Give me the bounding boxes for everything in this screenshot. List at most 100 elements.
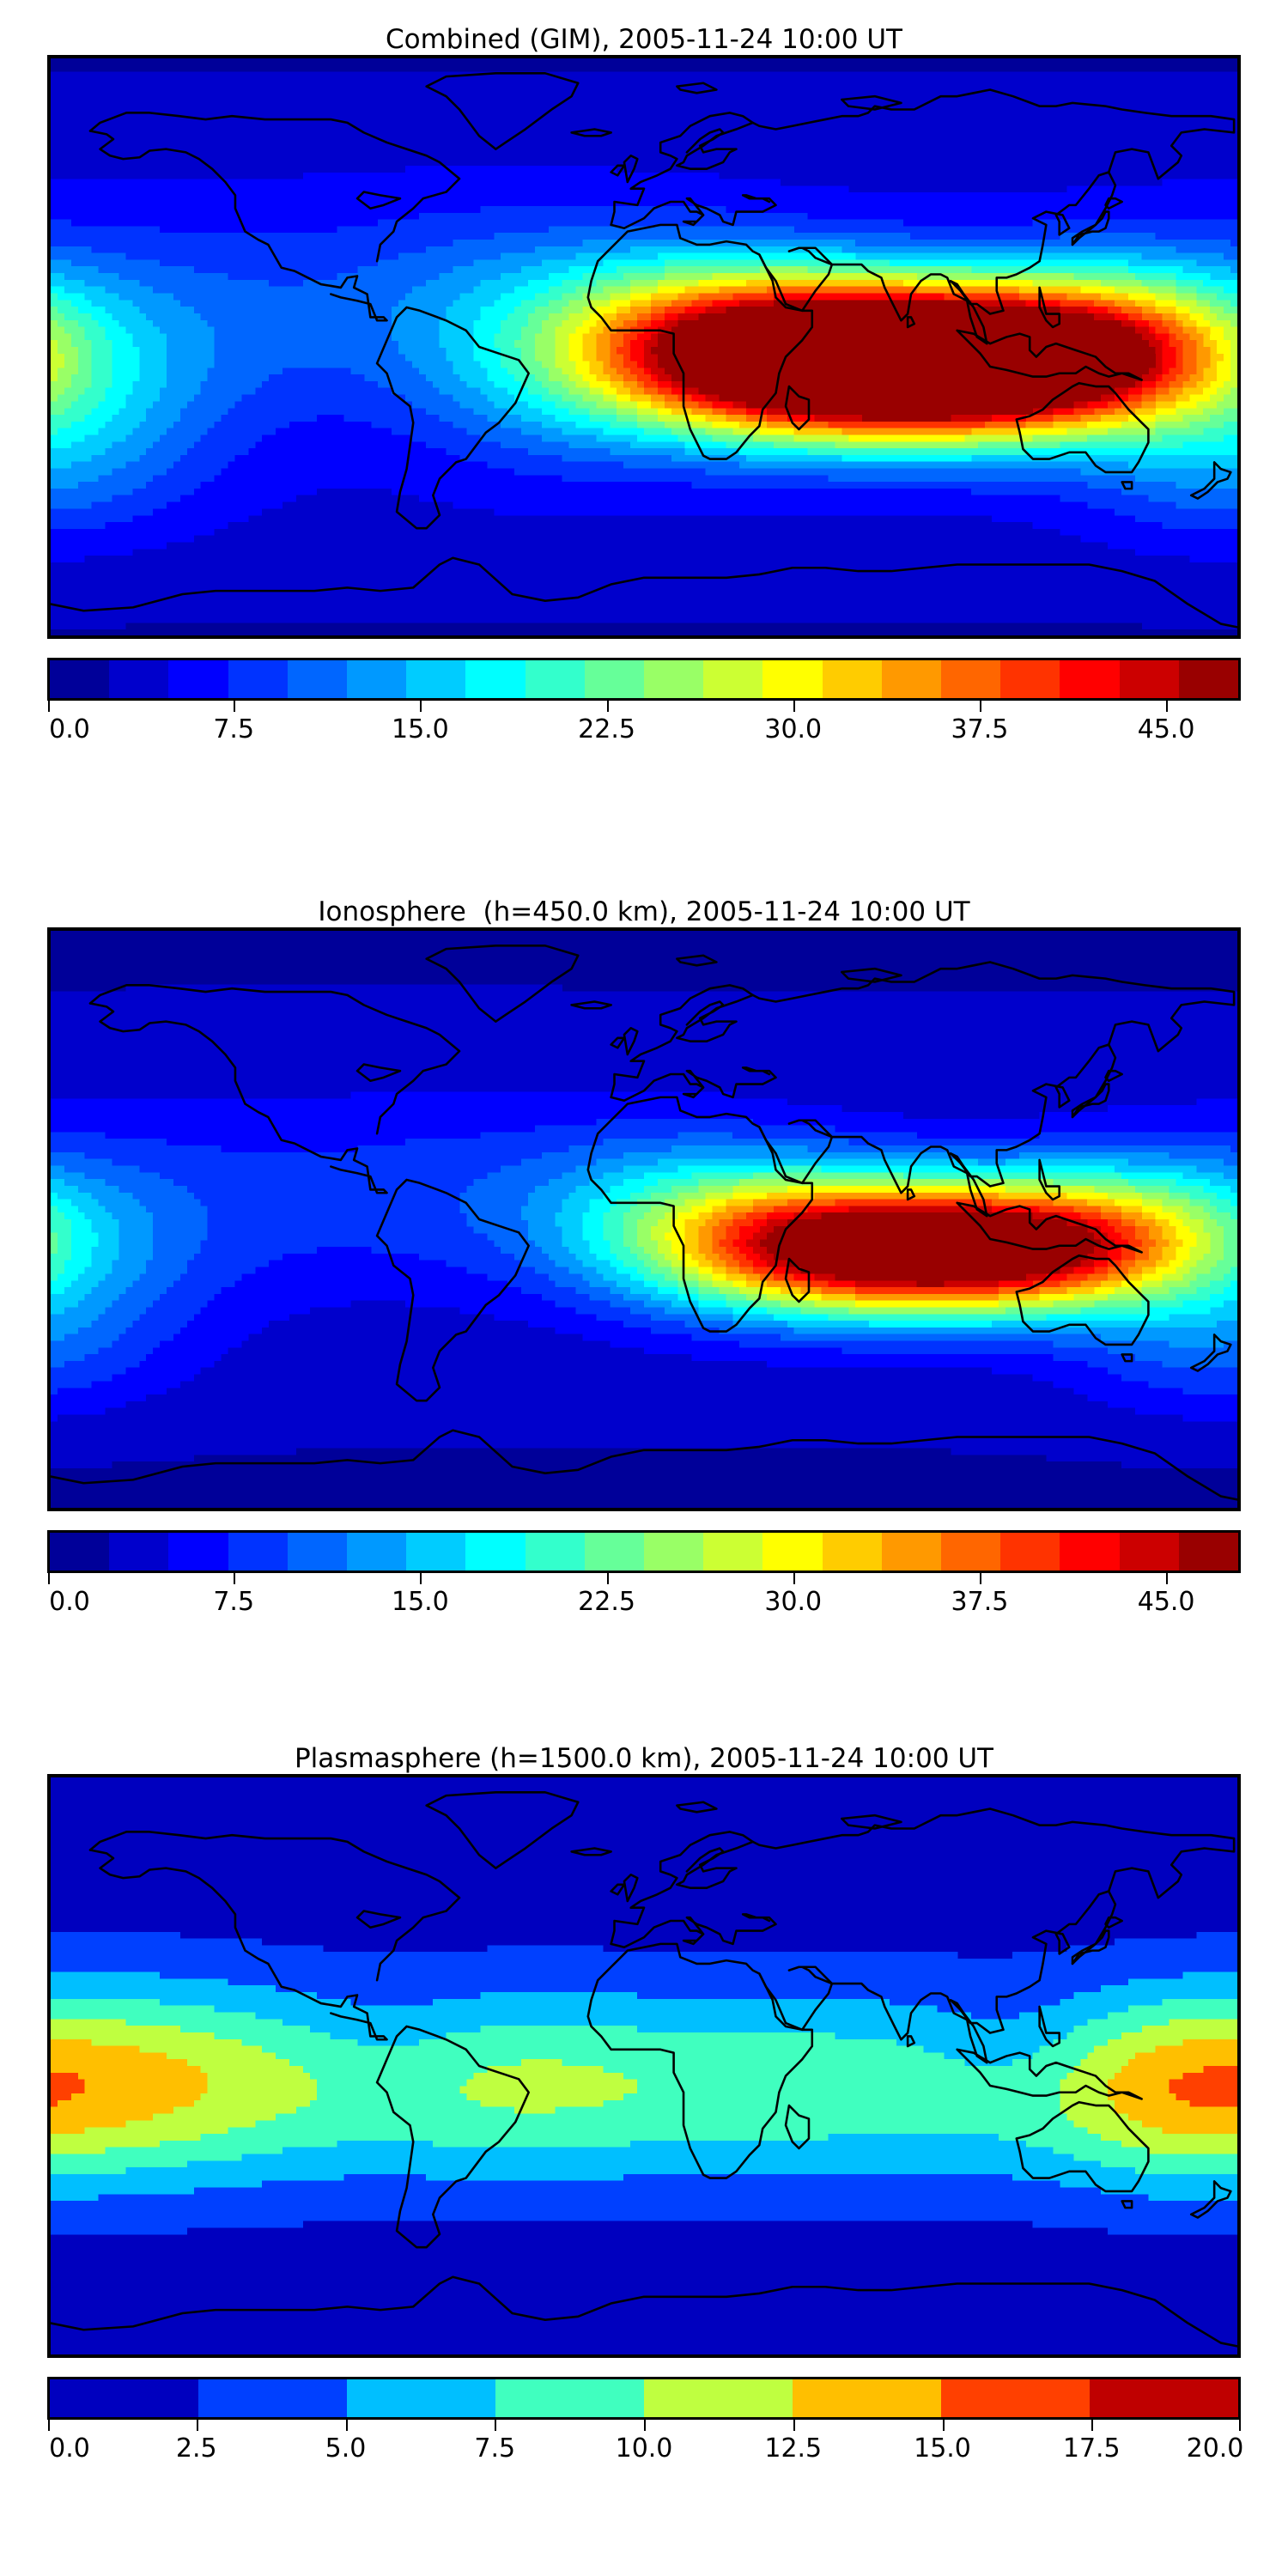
colorbar-band xyxy=(584,660,645,698)
colorbar-tick xyxy=(606,1573,609,1584)
coastline-path xyxy=(751,1807,1236,1899)
colorbar-band xyxy=(762,1533,823,1571)
panel-title: Combined (GIM), 2005-11-24 10:00 UT xyxy=(386,24,902,55)
colorbar-tick-label: 45.0 xyxy=(1137,1587,1195,1617)
coastline-path xyxy=(570,128,612,137)
colorbar-plasmasphere-1500: 0.0 2.5 5.0 7.5 10.0 12.5 15.0 17.5 20.0 xyxy=(47,2377,1244,2473)
colorbar-tick-label: 37.5 xyxy=(951,1587,1009,1617)
coastline-path xyxy=(610,1831,754,1946)
colorbar-ionosphere-450: 0.0 7.5 15.0 22.5 30.0 37.5 45.0 xyxy=(47,1530,1241,1626)
colorbar-labels: 0.0 7.5 15.0 22.5 30.0 37.5 45.0 xyxy=(47,1587,1241,1626)
coastline-path xyxy=(1015,381,1150,474)
coastlines xyxy=(51,72,1237,629)
colorbar-band xyxy=(762,660,823,698)
coastline-path xyxy=(906,2035,916,2048)
colorbar-tick-label: 10.0 xyxy=(615,2433,673,2464)
coastline-path xyxy=(1015,2100,1150,2193)
colorbar-band xyxy=(287,1533,348,1571)
colorbar-band xyxy=(644,660,704,698)
coastline-path xyxy=(88,984,461,1135)
coastline-path xyxy=(88,112,461,263)
map-combined-gim xyxy=(47,55,1241,639)
coastline-path xyxy=(375,2025,530,2249)
coastline-path xyxy=(88,1849,388,2041)
panel-title: Ionosphere (h=450.0 km), 2005-11-24 10:0… xyxy=(318,896,970,927)
coastline-path xyxy=(51,2275,1237,2348)
colorbar-tick-label: 15.0 xyxy=(391,1587,449,1617)
colorbar-band xyxy=(1060,1533,1120,1571)
coastline-path xyxy=(1104,1916,1123,1929)
colorbar-band xyxy=(347,2379,495,2417)
colorbar-tick xyxy=(48,2420,50,2431)
coastline-path xyxy=(610,1913,777,1949)
coastline-path xyxy=(610,112,754,227)
contour-bands xyxy=(51,71,1237,630)
colorbar-band xyxy=(198,2379,347,2417)
colorbar-tick xyxy=(606,701,609,712)
colorbar-tick-label: 7.5 xyxy=(213,714,255,744)
colorbar-band xyxy=(406,660,466,698)
colorbar-tick xyxy=(196,2420,198,2431)
coastline-path xyxy=(1071,1929,1110,1965)
colorbar-band xyxy=(703,660,763,698)
colorbar-band xyxy=(168,660,228,698)
colorbar-band xyxy=(822,660,882,698)
coastline-path xyxy=(610,164,626,177)
coastline-path xyxy=(906,316,916,329)
colorbar-tick xyxy=(1166,701,1169,712)
coastline-path xyxy=(610,194,777,230)
colorbar-tick xyxy=(644,2420,646,2431)
coastline-path xyxy=(586,223,814,460)
colorbar-tick xyxy=(420,701,422,712)
colorbar-band xyxy=(881,1533,942,1571)
coastline-path xyxy=(610,984,754,1099)
map-canvas xyxy=(51,58,1237,635)
coastline-path xyxy=(51,1429,1237,1501)
colorbar-tick xyxy=(495,2420,497,2431)
coastline-path xyxy=(800,171,1117,345)
coastline-path xyxy=(956,329,1143,381)
coastline-path xyxy=(800,1043,1117,1218)
colorbar-tick xyxy=(979,701,981,712)
colorbar-band xyxy=(644,1533,704,1571)
colorbar-tick-label: 0.0 xyxy=(49,714,90,744)
panel-title: Plasmasphere (h=1500.0 km), 2005-11-24 1… xyxy=(294,1743,993,1774)
colorbar-labels: 0.0 7.5 15.0 22.5 30.0 37.5 45.0 xyxy=(47,714,1241,754)
colorbar-tick-label: 30.0 xyxy=(764,1587,823,1617)
coastlines xyxy=(51,945,1237,1501)
colorbar-band xyxy=(1060,660,1120,698)
colorbar-band xyxy=(228,1533,288,1571)
coastline-path xyxy=(1071,1083,1110,1119)
colorbar-band xyxy=(941,660,1001,698)
contour-band xyxy=(51,2019,1237,2154)
colorbar-band xyxy=(822,1533,882,1571)
colorbar-tick-label: 15.0 xyxy=(914,2433,971,2464)
coastline-path xyxy=(1121,2200,1133,2209)
colorbar-band xyxy=(109,1533,169,1571)
contour-band xyxy=(51,1998,1237,2174)
colorbar-ticks xyxy=(47,2420,1241,2433)
colorbar-band xyxy=(50,2379,198,2417)
colorbar-gradient xyxy=(47,658,1241,701)
colorbar-band xyxy=(465,1533,526,1571)
coastline-path xyxy=(425,72,580,150)
colorbar-tick-label: 12.5 xyxy=(764,2433,823,2464)
colorbar-tick-label: 7.5 xyxy=(213,1587,255,1617)
colorbar-band xyxy=(347,1533,407,1571)
colorbar-tick-label: 15.0 xyxy=(391,714,449,744)
colorbar-tick-label: 20.0 xyxy=(1186,2433,1244,2464)
colorbar-tick-label: 5.0 xyxy=(325,2433,367,2464)
coastline-path xyxy=(1189,461,1232,500)
colorbar-tick xyxy=(793,2420,795,2431)
coastline-path xyxy=(375,306,530,530)
colorbar-band xyxy=(287,660,348,698)
colorbar-gradient xyxy=(47,2377,1241,2420)
colorbar-band xyxy=(1119,1533,1179,1571)
colorbar-band xyxy=(525,660,585,698)
coastline-path xyxy=(841,1814,902,1830)
colorbar-tick-label: 22.5 xyxy=(578,1587,635,1617)
colorbar-band xyxy=(644,2379,793,2417)
coastline-path xyxy=(676,954,718,967)
colorbar-band xyxy=(1000,1533,1060,1571)
